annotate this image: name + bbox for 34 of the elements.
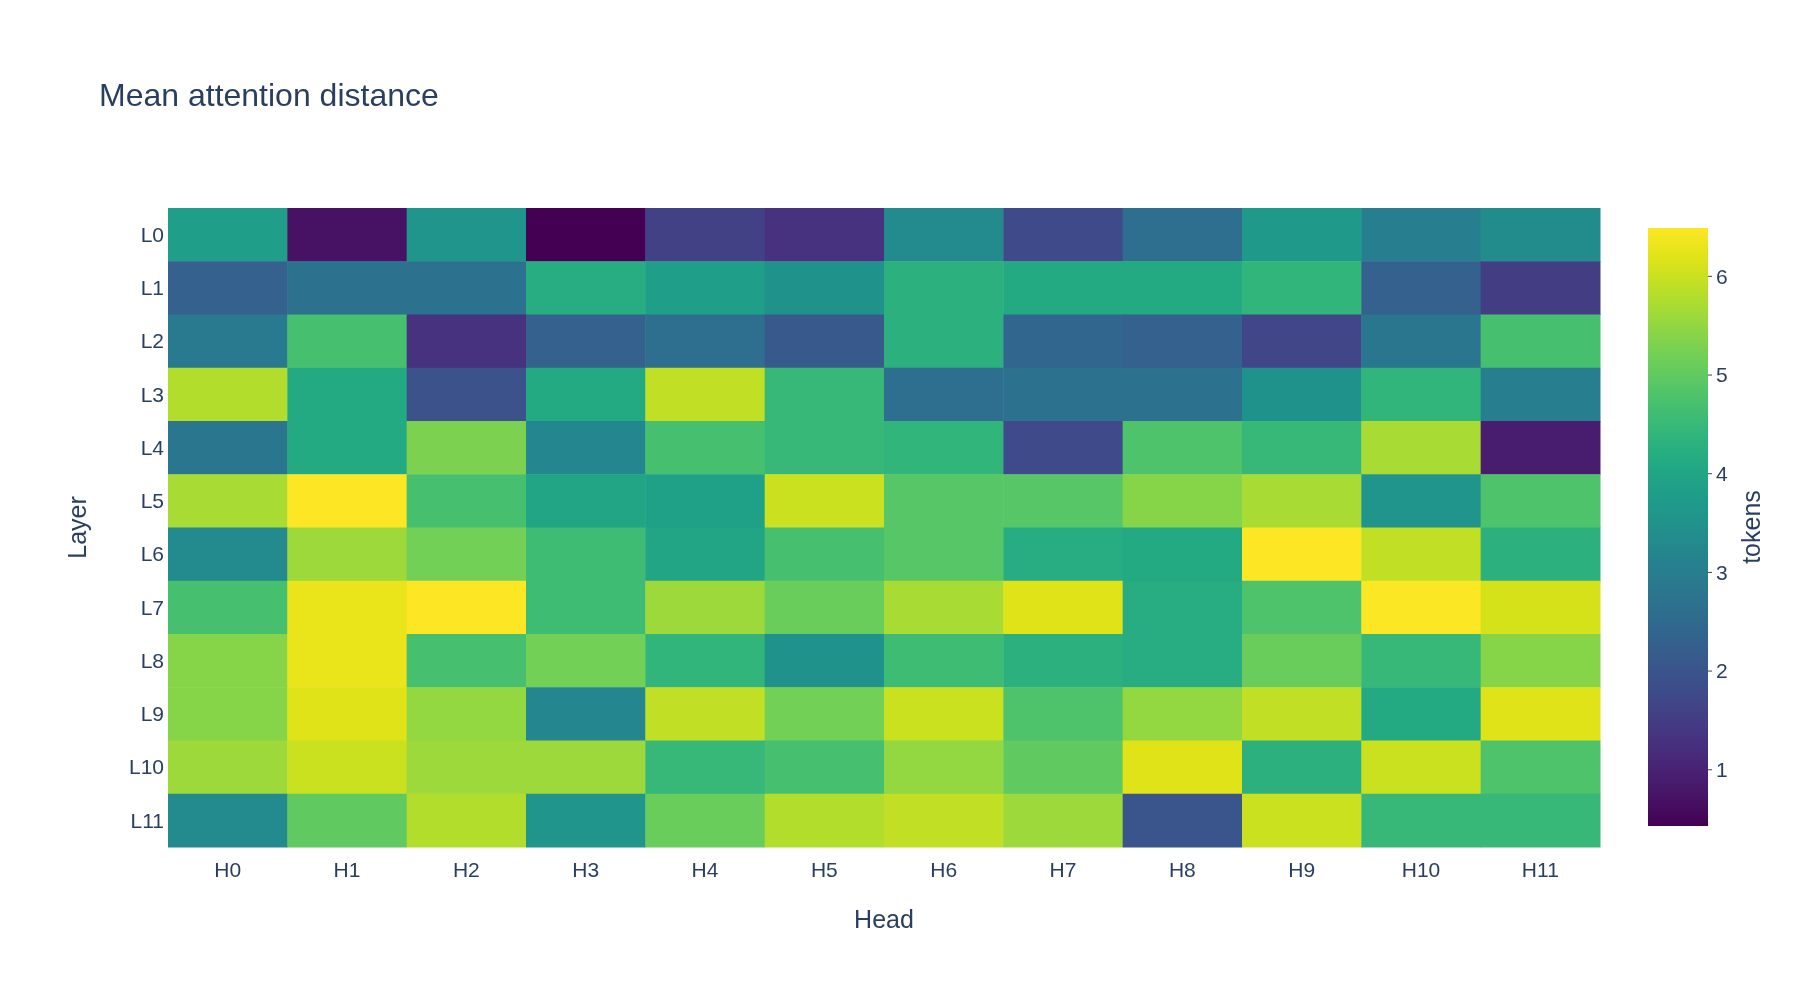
x-tick-label: H11: [1521, 858, 1559, 881]
x-tick-label: H3: [572, 858, 600, 881]
y-tick-label: L5: [140, 489, 164, 513]
color-bar-title: tokens: [1737, 490, 1765, 564]
color-bar-label: 4: [1716, 462, 1728, 486]
y-tick-label: L3: [140, 382, 164, 406]
y-tick-label: L9: [140, 702, 164, 726]
color-bar-label: 6: [1716, 264, 1728, 288]
y-tick-label: L0: [140, 222, 164, 246]
y-tick-label: L1: [140, 276, 164, 300]
x-tick-label: H1: [333, 858, 361, 881]
x-tick-label: H4: [691, 858, 719, 881]
y-tick-label: L6: [140, 542, 164, 566]
color-bar-label: 2: [1716, 659, 1728, 683]
color-bar-label: 1: [1716, 758, 1728, 782]
y-tick-label: L7: [140, 595, 164, 619]
y-tick-label: L4: [140, 435, 165, 459]
y-tick-label: L11: [130, 808, 164, 832]
x-tick-label: H0: [214, 858, 242, 881]
color-bar-label: 3: [1716, 560, 1728, 584]
x-axis-title: Head: [854, 905, 914, 933]
color-bar-label: 5: [1716, 363, 1728, 387]
x-tick-label: H7: [1049, 858, 1077, 881]
x-tick-label: H6: [930, 858, 958, 881]
x-tick-label: H5: [810, 858, 838, 881]
y-tick-label: L10: [128, 755, 164, 779]
x-tick-label: H10: [1401, 858, 1441, 881]
x-tick-label: H2: [452, 858, 480, 881]
x-tick-label: H8: [1168, 858, 1196, 881]
y-axis-title: Layer: [63, 496, 91, 559]
x-tick-label: H9: [1288, 858, 1316, 881]
y-tick-label: L2: [140, 329, 164, 353]
chart-title: Mean attention distance: [99, 77, 439, 113]
y-tick-label: L8: [140, 648, 164, 672]
